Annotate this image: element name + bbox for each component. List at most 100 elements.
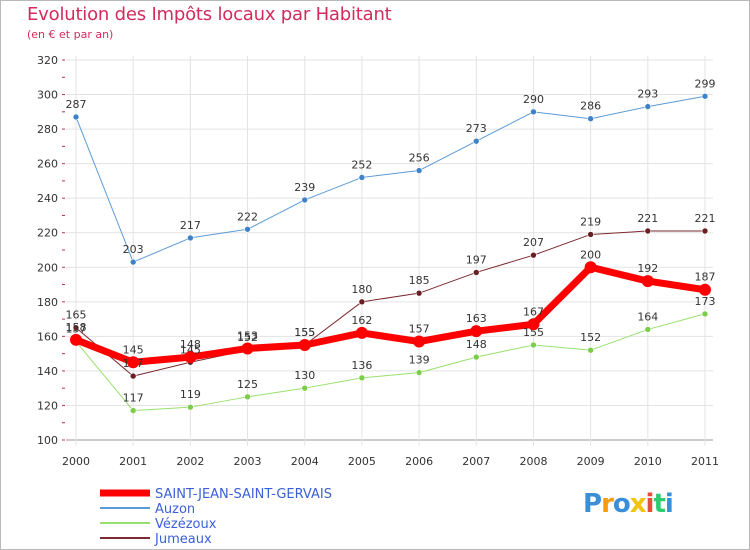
data-label: 152	[580, 331, 601, 344]
data-label: 164	[637, 310, 658, 323]
data-point	[527, 318, 540, 331]
data-label: 286	[580, 100, 601, 113]
data-point	[244, 393, 251, 401]
x-tick-label: 2007	[462, 455, 490, 468]
data-label: 221	[637, 212, 658, 225]
data-point	[587, 231, 594, 238]
x-tick-label: 2011	[691, 455, 719, 468]
logo-letter: t	[653, 489, 665, 519]
data-label: 148	[466, 338, 487, 351]
logo-letter: r	[601, 489, 614, 519]
proxiti-logo: Proxiti	[583, 489, 674, 519]
y-tick-label: 240	[37, 192, 58, 205]
data-point	[472, 353, 480, 361]
data-point	[301, 196, 309, 204]
data-label: 167	[523, 305, 544, 318]
data-label: 157	[409, 323, 430, 336]
data-label: 148	[180, 338, 201, 351]
data-point	[127, 356, 140, 369]
x-tick-label: 2009	[577, 455, 605, 468]
data-label: 155	[523, 326, 544, 339]
data-label: 173	[695, 295, 716, 308]
data-point	[301, 384, 309, 392]
data-point	[358, 174, 366, 181]
series-line	[75, 230, 706, 377]
data-point	[530, 251, 537, 259]
data-label: 222	[237, 210, 258, 223]
x-tick-label: 2000	[62, 455, 90, 468]
data-point	[72, 113, 80, 121]
x-tick-label: 2001	[119, 455, 147, 468]
chart-subtitle: (en € et par an)	[27, 28, 114, 41]
data-point	[415, 167, 423, 174]
data-label: 203	[123, 243, 144, 256]
data-label: 163	[466, 312, 487, 325]
logo-letter: o	[612, 489, 631, 519]
data-point	[530, 341, 537, 349]
data-point	[415, 369, 423, 376]
legend-label: SAINT-JEAN-SAINT-GERVAIS	[155, 487, 332, 502]
data-label: 239	[294, 181, 315, 194]
data-label: 136	[351, 359, 372, 372]
series-line	[72, 263, 709, 366]
y-tick-label: 200	[37, 261, 58, 274]
data-label: 117	[123, 392, 144, 405]
data-point	[470, 325, 483, 338]
y-tick-label: 320	[37, 54, 58, 67]
data-point	[129, 372, 137, 380]
data-point	[530, 108, 537, 116]
data-point	[244, 225, 251, 233]
logo-letter: i	[645, 489, 655, 519]
data-label: 119	[180, 388, 201, 401]
data-label: 221	[695, 212, 716, 225]
data-point	[701, 227, 709, 235]
y-tick-label: 160	[37, 330, 58, 343]
data-label: 180	[351, 283, 372, 296]
data-label: 192	[637, 262, 658, 275]
data-point	[70, 333, 82, 346]
series-line	[75, 95, 706, 263]
data-label: 155	[294, 326, 315, 339]
data-point	[355, 326, 368, 339]
data-point	[699, 283, 711, 296]
data-label: 207	[523, 236, 544, 249]
y-tick-label: 180	[37, 296, 58, 309]
data-point	[129, 258, 137, 266]
legend-label: Jumeaux	[154, 532, 212, 547]
data-label: 217	[180, 219, 201, 232]
data-label: 293	[637, 88, 658, 101]
data-point	[701, 310, 709, 318]
data-point	[298, 339, 311, 351]
data-point	[187, 234, 194, 242]
data-point	[187, 403, 194, 411]
data-point	[641, 275, 654, 288]
data-point	[584, 261, 597, 274]
x-tick-label: 2008	[519, 455, 547, 468]
data-label: 200	[580, 248, 601, 261]
data-label: 287	[66, 98, 87, 111]
logo-letter: i	[664, 489, 674, 519]
x-tick-label: 2006	[405, 455, 433, 468]
y-tick-label: 300	[37, 89, 58, 102]
y-tick-label: 280	[37, 123, 58, 136]
logo-letter: P	[583, 489, 602, 519]
data-label: 165	[66, 309, 87, 322]
chart-title: Evolution des Impôts locaux par Habitant	[27, 4, 392, 25]
x-tick-label: 2003	[234, 455, 262, 468]
data-point	[358, 374, 366, 382]
legend-label: Auzon	[155, 502, 195, 517]
y-tick-label: 100	[37, 434, 58, 447]
data-label: 290	[523, 93, 544, 106]
data-label: 187	[695, 271, 716, 284]
data-label: 299	[695, 77, 716, 90]
data-label: 145	[123, 343, 144, 356]
data-label: 153	[237, 329, 258, 342]
data-label: 152	[237, 331, 258, 344]
x-tick-label: 2005	[348, 455, 376, 468]
data-label: 158	[66, 321, 87, 334]
x-tick-label: 2004	[291, 455, 319, 468]
data-point	[644, 326, 652, 333]
data-point	[472, 137, 480, 145]
data-point	[415, 289, 423, 297]
data-point	[413, 335, 426, 348]
